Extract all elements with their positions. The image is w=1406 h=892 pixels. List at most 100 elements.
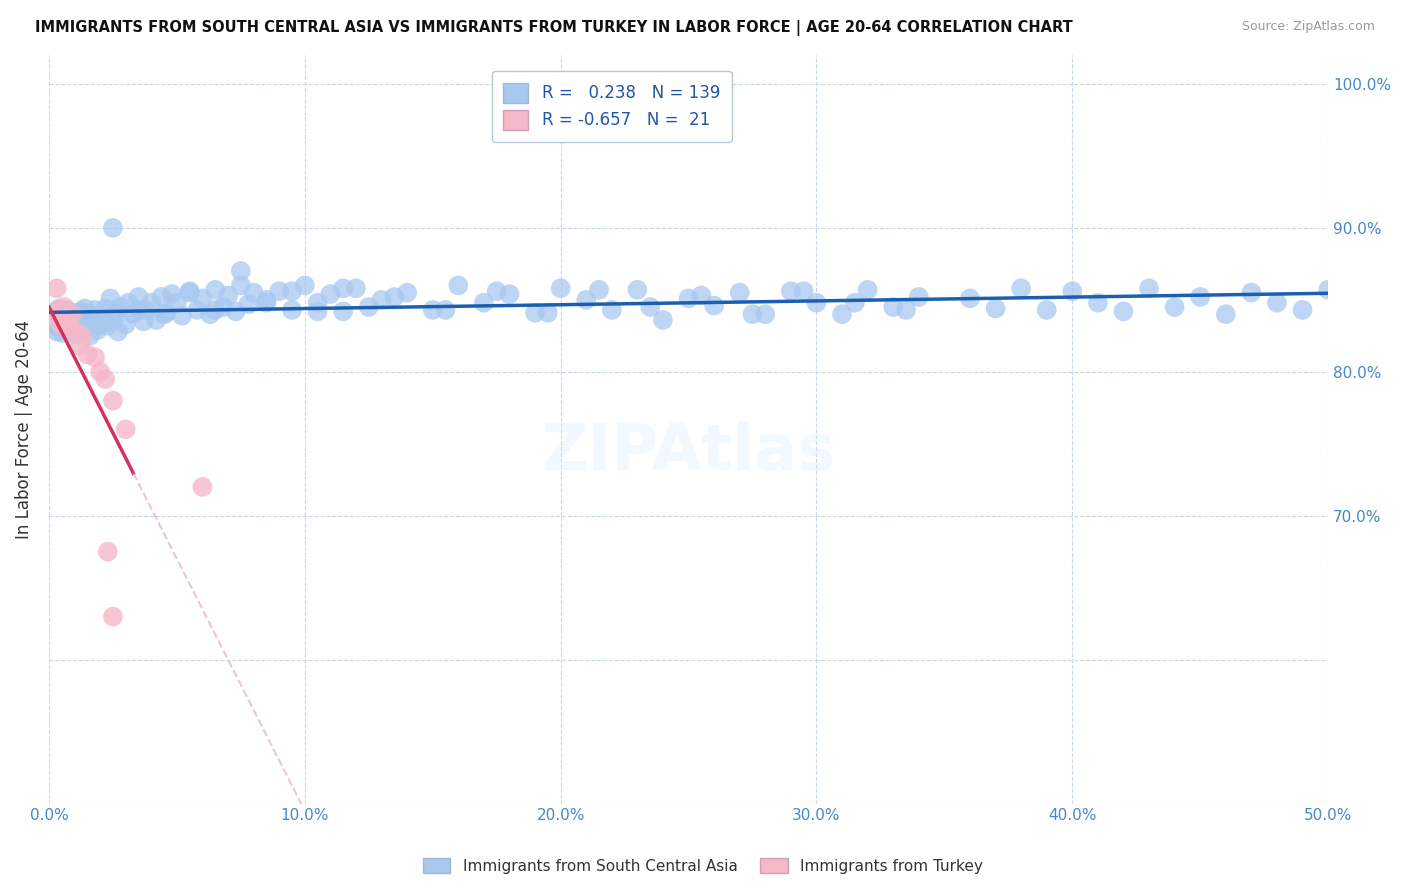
Point	[434, 302, 457, 317]
Point	[332, 281, 354, 295]
Point	[51, 326, 73, 340]
Point	[94, 301, 117, 316]
Point	[588, 283, 610, 297]
Point	[907, 290, 929, 304]
Point	[45, 325, 67, 339]
Point	[1240, 285, 1263, 300]
Point	[70, 304, 93, 318]
Point	[229, 264, 252, 278]
Point	[741, 307, 763, 321]
Point	[114, 422, 136, 436]
Point	[135, 302, 157, 317]
Point	[678, 292, 700, 306]
Point	[1035, 302, 1057, 317]
Point	[60, 307, 83, 321]
Point	[793, 284, 815, 298]
Point	[600, 302, 623, 317]
Point	[382, 290, 405, 304]
Point	[1163, 300, 1185, 314]
Point	[1010, 281, 1032, 295]
Point	[79, 328, 101, 343]
Point	[229, 278, 252, 293]
Point	[69, 339, 91, 353]
Point	[882, 300, 904, 314]
Point	[89, 365, 111, 379]
Point	[831, 307, 853, 321]
Point	[51, 306, 73, 320]
Point	[238, 297, 260, 311]
Point	[128, 302, 150, 317]
Point	[204, 302, 226, 317]
Point	[110, 300, 132, 314]
Point	[56, 316, 79, 330]
Point	[101, 220, 124, 235]
Point	[48, 301, 70, 316]
Point	[56, 302, 79, 317]
Point	[60, 307, 83, 321]
Point	[575, 293, 598, 307]
Point	[66, 318, 89, 332]
Point	[63, 310, 86, 325]
Point	[128, 290, 150, 304]
Point	[844, 295, 866, 310]
Point	[160, 287, 183, 301]
Point	[48, 320, 70, 334]
Point	[447, 278, 470, 293]
Point	[186, 302, 208, 317]
Point	[132, 314, 155, 328]
Point	[396, 285, 419, 300]
Point	[254, 295, 277, 310]
Point	[94, 372, 117, 386]
Point	[42, 307, 65, 321]
Point	[422, 302, 444, 317]
Point	[45, 281, 67, 295]
Point	[269, 284, 291, 298]
Point	[45, 304, 67, 318]
Point	[58, 313, 80, 327]
Point	[1215, 307, 1237, 321]
Legend: Immigrants from South Central Asia, Immigrants from Turkey: Immigrants from South Central Asia, Immi…	[416, 852, 990, 880]
Text: IMMIGRANTS FROM SOUTH CENTRAL ASIA VS IMMIGRANTS FROM TURKEY IN LABOR FORCE | AG: IMMIGRANTS FROM SOUTH CENTRAL ASIA VS IM…	[35, 20, 1073, 36]
Point	[1137, 281, 1160, 295]
Point	[498, 287, 520, 301]
Point	[86, 323, 108, 337]
Text: Source: ZipAtlas.com: Source: ZipAtlas.com	[1241, 20, 1375, 33]
Point	[89, 318, 111, 333]
Point	[319, 287, 342, 301]
Point	[100, 292, 122, 306]
Point	[104, 304, 127, 318]
Point	[101, 609, 124, 624]
Legend: R =   0.238   N = 139, R = -0.657   N =  21: R = 0.238 N = 139, R = -0.657 N = 21	[492, 71, 733, 142]
Point	[76, 310, 98, 325]
Point	[66, 306, 89, 320]
Point	[690, 288, 713, 302]
Point	[156, 306, 179, 320]
Point	[281, 284, 304, 298]
Point	[114, 318, 136, 332]
Point	[141, 295, 163, 310]
Point	[45, 314, 67, 328]
Point	[63, 327, 86, 342]
Point	[166, 295, 188, 310]
Point	[97, 545, 120, 559]
Point	[101, 393, 124, 408]
Point	[179, 284, 201, 298]
Point	[485, 284, 508, 298]
Point	[60, 318, 83, 333]
Point	[307, 304, 329, 318]
Point	[69, 325, 91, 339]
Point	[225, 304, 247, 318]
Point	[1189, 290, 1212, 304]
Point	[1291, 302, 1313, 317]
Text: ZIPAtlas: ZIPAtlas	[541, 421, 835, 483]
Point	[294, 278, 316, 293]
Point	[117, 295, 139, 310]
Point	[728, 285, 751, 300]
Point	[48, 314, 70, 328]
Point	[344, 281, 367, 295]
Point	[537, 306, 560, 320]
Point	[53, 311, 76, 326]
Point	[984, 301, 1007, 316]
Point	[145, 313, 167, 327]
Point	[754, 307, 776, 321]
